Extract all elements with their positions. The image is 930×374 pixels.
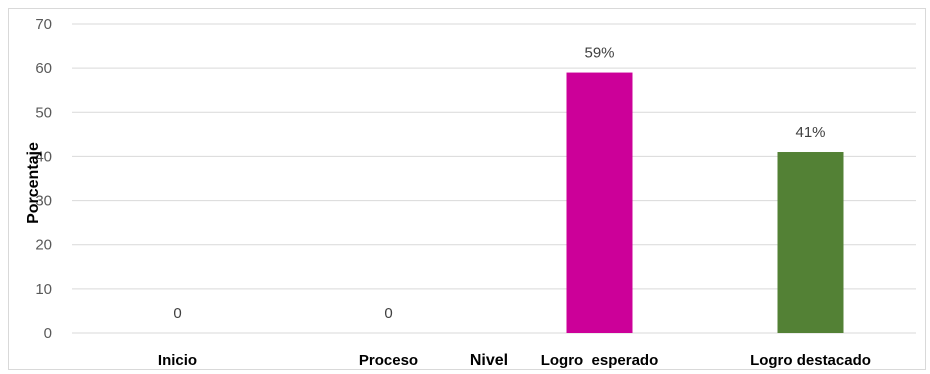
bar <box>566 72 633 334</box>
gridlines <box>72 23 916 334</box>
data-labels: 0 0 59% 41% <box>173 45 825 322</box>
y-tick-label: 60 <box>35 60 52 77</box>
data-label: 41% <box>795 124 825 141</box>
y-tick-label: 70 <box>35 16 52 33</box>
bars <box>566 72 844 334</box>
bar <box>777 152 844 333</box>
chart-frame <box>8 8 926 370</box>
y-axis-title: Porcentaje <box>25 142 42 224</box>
y-tick-label: 10 <box>35 281 52 298</box>
x-category-label: Proceso <box>359 352 418 369</box>
data-label: 0 <box>173 305 181 322</box>
data-label: 59% <box>584 45 614 62</box>
y-tick-label: 50 <box>35 104 52 121</box>
y-axis-ticks: 0 10 20 30 40 50 60 70 <box>35 16 52 342</box>
y-tick-label: 30 <box>35 193 52 210</box>
y-tick-label: 0 <box>44 325 52 342</box>
x-category-label: Logro destacado <box>750 352 871 369</box>
x-axis-categories: Inicio Proceso Logro esperado Logro destaca… <box>158 352 871 369</box>
x-category-label: Logro esperado <box>541 352 659 369</box>
y-tick-label: 20 <box>35 237 52 254</box>
x-category-label: Inicio <box>158 352 197 369</box>
y-tick-label: 40 <box>35 148 52 165</box>
x-axis-title: Nivel <box>470 352 508 369</box>
data-label: 0 <box>384 305 392 322</box>
